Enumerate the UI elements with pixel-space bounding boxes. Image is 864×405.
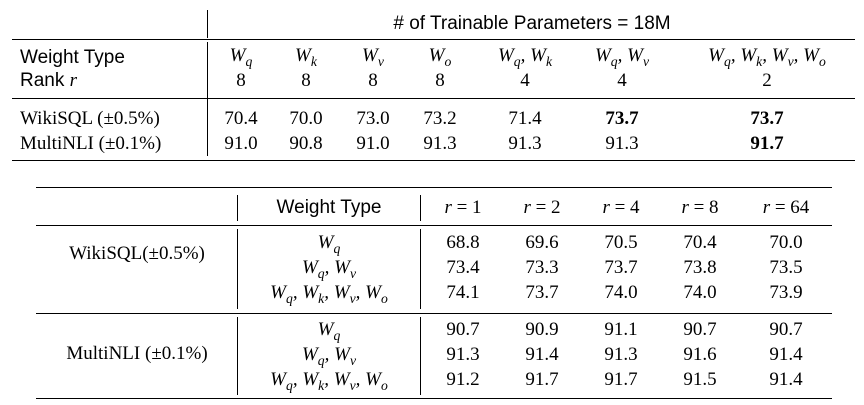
table2-divider-right-g1	[420, 229, 421, 309]
table1-cell: 91.0	[356, 134, 389, 153]
table1-col-rank: 8	[435, 71, 445, 90]
table2-rank-header: r = 4	[602, 198, 639, 217]
table2-rank-header: r = 64	[763, 198, 810, 217]
table2-divider-left-g2	[237, 317, 238, 395]
table2-cell: 73.7	[604, 258, 637, 277]
table2-cell: 74.0	[604, 283, 637, 302]
table2-weight-type: Wq, Wk, Wv, Wo	[270, 370, 388, 389]
table1-cell: 71.4	[508, 109, 541, 128]
table2-cell: 68.8	[446, 233, 479, 252]
table2-cell: 70.5	[604, 233, 637, 252]
table2-cell: 90.7	[446, 320, 479, 339]
table1-col-weight: Wq, Wk, Wv, Wo	[708, 46, 826, 65]
table1-col-weight: Wq, Wv	[595, 46, 649, 65]
table2-weight-type: Wq, Wv	[302, 258, 356, 277]
table1-col-rank: 8	[301, 71, 311, 90]
table1-cell: 91.3	[508, 134, 541, 153]
table1-weight-type-label: Weight Type	[20, 48, 125, 67]
table2-cell: 73.5	[769, 258, 802, 277]
table1-row-label: WikiSQL (±0.5%)	[20, 109, 160, 128]
table2-weight-type: Wq, Wv	[302, 345, 356, 364]
table2-top-rule	[36, 187, 832, 188]
table1-row-label: MultiNLI (±0.1%)	[20, 134, 161, 153]
table2-divider-left-header	[237, 195, 238, 221]
table2-cell: 91.4	[769, 345, 802, 364]
table1-col-weight: Wq	[230, 46, 253, 65]
table1-cell: 70.4	[224, 109, 257, 128]
table2-header-rule	[36, 225, 832, 226]
table2-group-label: MultiNLI (±0.1%)	[66, 344, 207, 363]
table2-cell: 73.8	[683, 258, 716, 277]
table1-cell: 73.7	[605, 109, 638, 128]
table2-cell: 74.1	[446, 283, 479, 302]
table1-cell: 91.0	[224, 134, 257, 153]
table1-bottom-rule	[12, 160, 855, 161]
table1-cell: 90.8	[289, 134, 322, 153]
table2-rank-header: r = 2	[523, 198, 560, 217]
table2-group-label: WikiSQL(±0.5%)	[69, 244, 205, 263]
table1-divider-top	[207, 10, 208, 38]
table2-bottom-rule	[36, 398, 832, 399]
table1-cell: 91.3	[423, 134, 456, 153]
table1-cell: 70.0	[289, 109, 322, 128]
table2-cell: 91.7	[525, 370, 558, 389]
table2-weight-type: Wq	[318, 233, 341, 252]
table2-cell: 73.4	[446, 258, 479, 277]
table2-cell: 90.9	[525, 320, 558, 339]
table2-cell: 91.7	[604, 370, 637, 389]
table1-top-rule	[12, 39, 855, 40]
table2-rank-header: r = 8	[681, 198, 718, 217]
table1-divider	[207, 42, 208, 156]
table2-cell: 91.3	[446, 345, 479, 364]
table2-cell: 91.2	[446, 370, 479, 389]
table1-col-weight: Wo	[429, 46, 452, 65]
table2-cell: 91.3	[604, 345, 637, 364]
table1-col-weight: Wq, Wk	[498, 46, 552, 65]
table2-cell: 91.5	[683, 370, 716, 389]
table1-col-weight: Wv	[362, 46, 384, 65]
table2-rank-header: r = 1	[444, 198, 481, 217]
table2-cell: 91.6	[683, 345, 716, 364]
table2-weight-type: Wq	[318, 320, 341, 339]
table1-mid-rule	[12, 98, 855, 99]
table2-cell: 91.4	[769, 370, 802, 389]
table2-cell: 90.7	[769, 320, 802, 339]
table2-cell: 91.1	[604, 320, 637, 339]
table2-divider-right-header	[420, 195, 421, 221]
table2-weight-type-header: Weight Type	[277, 198, 382, 217]
table1-col-rank: 4	[617, 71, 627, 90]
table1-col-rank: 8	[236, 71, 246, 90]
table2-cell: 90.7	[683, 320, 716, 339]
table2-weight-type: Wq, Wk, Wv, Wo	[270, 283, 388, 302]
table1-cell: 91.7	[750, 134, 783, 153]
table1-cell: 73.0	[356, 109, 389, 128]
table2-cell: 73.7	[525, 283, 558, 302]
table1-col-rank: 8	[368, 71, 378, 90]
table2-cell: 69.6	[525, 233, 558, 252]
table2-cell: 70.0	[769, 233, 802, 252]
table2-cell: 73.3	[525, 258, 558, 277]
table1-cell: 73.2	[423, 109, 456, 128]
table2-divider-left-g1	[237, 229, 238, 309]
table1-cell: 73.7	[750, 109, 783, 128]
table2-cell: 70.4	[683, 233, 716, 252]
table1-col-rank: 2	[762, 71, 772, 90]
table1-cell: 91.3	[605, 134, 638, 153]
table1-group-header: # of Trainable Parameters = 18M	[393, 14, 670, 33]
table2-cell: 73.9	[769, 283, 802, 302]
table1-col-rank: 4	[520, 71, 530, 90]
table1-col-weight: Wk	[295, 46, 317, 65]
table2-group-rule	[36, 313, 832, 314]
table2-divider-right-g2	[420, 317, 421, 395]
table1-rank-label: Rank r	[20, 71, 77, 90]
table2-cell: 74.0	[683, 283, 716, 302]
table2-cell: 91.4	[525, 345, 558, 364]
